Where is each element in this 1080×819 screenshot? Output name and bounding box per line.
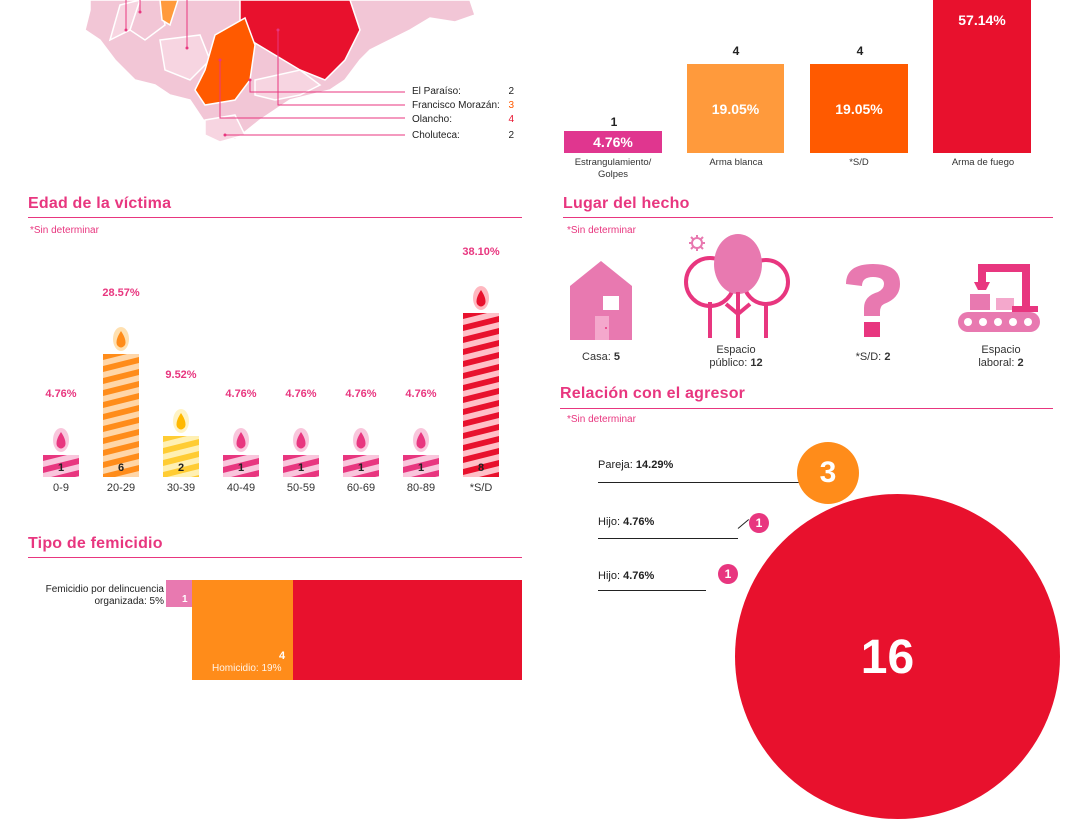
place-label-workplace: Espacio laboral: 2 (978, 344, 1024, 369)
place-label-public-space: Espacio público: 12 (709, 344, 763, 369)
weapon-count: 4 (856, 44, 864, 58)
age-candle (463, 286, 499, 477)
age-section-title: Edad de la víctima (28, 195, 172, 212)
age-candle (343, 428, 379, 477)
place-section-title: Lugar del hecho (563, 195, 690, 212)
weapon-pct: 57.14% (958, 12, 1006, 28)
place-section-divider (563, 217, 1053, 218)
question-mark-icon (846, 264, 900, 337)
factory-robot-arm-icon (958, 264, 1040, 332)
relation-note: *Sin determinar (567, 414, 636, 425)
age-candle (43, 428, 79, 477)
legend-name: El Paraíso: (412, 86, 461, 97)
type-section-title: Tipo de femicidio (28, 535, 163, 552)
type-label-homicide: Homicidio: 19% (212, 663, 282, 674)
weapon-bar-sd: 19.05% (810, 64, 908, 153)
age-count: 2 (177, 462, 185, 474)
weapon-bar-strangulation: 4.76% (564, 131, 662, 153)
age-pct-label: 4.76% (285, 388, 317, 400)
age-pct-label: 9.52% (165, 369, 197, 381)
relation-leader-line (598, 482, 808, 483)
age-count: 1 (237, 462, 245, 474)
legend-value: 2 (508, 130, 514, 141)
legend-name: Francisco Morazán: (412, 100, 500, 111)
relation-section-title: Relación con el agresor (560, 385, 746, 402)
type-count: 1 (182, 594, 188, 605)
age-count: 1 (357, 462, 365, 474)
weapon-pct: 19.05% (835, 100, 883, 117)
age-group-label: *S/D (469, 482, 493, 494)
park-trees-icon (684, 234, 790, 338)
age-candle (103, 327, 139, 477)
type-block-organized-crime (166, 580, 192, 607)
relation-label-partner: Pareja: 14.29% (598, 459, 674, 471)
weapon-bar-knife: 19.05% (687, 64, 784, 153)
age-pct-label: 4.76% (345, 388, 377, 400)
age-count: 1 (57, 462, 65, 474)
legend-name: Choluteca: (412, 130, 460, 141)
relation-label-son-1: Hijo: 4.76% (598, 516, 655, 528)
house-icon (570, 261, 632, 340)
age-group-label: 60-69 (346, 482, 376, 494)
age-pct-label: 4.76% (45, 388, 77, 400)
relation-section-divider (560, 408, 1053, 409)
age-group-label: 50-59 (286, 482, 316, 494)
legend-value: 3 (508, 100, 514, 111)
legend-name: Olancho: (412, 114, 453, 125)
map-region-francisco-morazan (194, 16, 256, 106)
legend-value: 4 (508, 114, 514, 125)
legend-value: 2 (508, 86, 514, 97)
type-section-divider (28, 557, 522, 558)
honduras-map (84, 0, 476, 143)
age-pct-label: 4.76% (405, 388, 437, 400)
weapon-bar-firearm: 57.14% (933, 0, 1031, 153)
age-section-divider (28, 217, 522, 218)
place-note: *Sin determinar (567, 225, 636, 236)
map-base-region (84, 0, 476, 141)
type-count: 4 (279, 650, 286, 662)
relation-circle-son-1: 1 (749, 513, 769, 533)
age-group-label: 80-89 (406, 482, 436, 494)
age-note: *Sin determinar (30, 225, 99, 236)
type-label-organized-crime: Femicidio por delincuencia organizada: 5… (45, 584, 164, 607)
age-group-label: 20-29 (106, 482, 136, 494)
age-candle (223, 428, 259, 477)
type-block-homicide (192, 580, 293, 680)
relation-big-count: 16 (860, 631, 915, 684)
place-label-house: Casa: 5 (582, 351, 620, 363)
relation-circle-partner: 3 (797, 442, 859, 504)
weapon-count: 4 (732, 44, 740, 58)
relation-leader-line (737, 519, 750, 529)
age-group-label: 40-49 (226, 482, 256, 494)
type-block-femicide (293, 580, 522, 680)
weapon-label: Arma blanca (709, 157, 763, 168)
place-label-sd: *S/D: 2 (855, 351, 891, 363)
relation-leader-line (598, 590, 706, 591)
map-legend-francisco-morazan: Francisco Morazán: 3 (412, 100, 514, 111)
map-legend-olancho: Olancho: 4 (412, 114, 514, 125)
weapon-pct: 19.05% (711, 100, 760, 117)
age-pct-label: 38.10% (462, 246, 500, 258)
age-pct-label: 28.57% (102, 287, 140, 299)
age-group-label: 30-39 (166, 482, 196, 494)
relation-circle-son-2: 1 (718, 564, 738, 584)
weapon-label: Estrangulamiento/ Golpes (574, 157, 652, 180)
weapon-label: Arma de fuego (951, 157, 1015, 168)
relation-leader-line (598, 538, 738, 539)
age-count: 1 (297, 462, 305, 474)
age-candle (163, 409, 199, 477)
age-candle (283, 428, 319, 477)
map-legend-el-paraiso: El Paraíso: 2 (412, 86, 514, 97)
age-count: 8 (477, 462, 485, 474)
age-candle (403, 428, 439, 477)
age-pct-label: 4.76% (225, 388, 257, 400)
map-legend-choluteca: Choluteca: 2 (412, 130, 514, 141)
weapon-count: 1 (610, 115, 618, 129)
age-group-label: 0-9 (53, 482, 69, 494)
age-count: 6 (117, 462, 125, 474)
age-count: 1 (417, 462, 425, 474)
relation-label-son-2: Hijo: 4.76% (598, 570, 655, 582)
weapon-label: *S/D (849, 157, 869, 168)
weapon-pct: 4.76% (593, 134, 633, 150)
